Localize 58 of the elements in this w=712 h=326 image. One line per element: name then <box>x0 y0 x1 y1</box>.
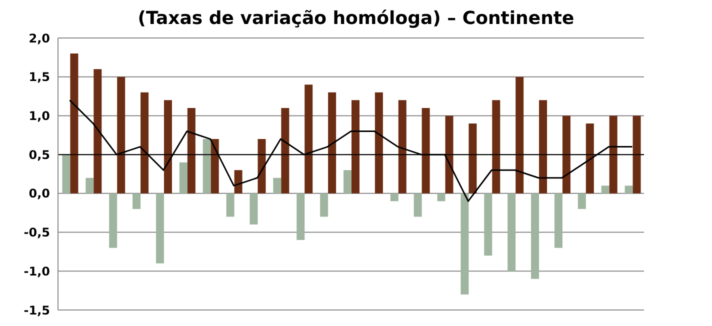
bar <box>70 54 78 194</box>
bar <box>132 193 141 209</box>
bar <box>554 193 562 248</box>
chart-title: (Taxas de variação homóloga) – Continente <box>136 8 576 31</box>
bar <box>273 178 282 194</box>
bar <box>398 100 406 194</box>
bar <box>202 139 211 194</box>
bar <box>258 139 266 194</box>
bar <box>250 193 258 225</box>
bar <box>531 193 540 279</box>
bar <box>86 178 94 194</box>
bar <box>414 193 422 217</box>
bar <box>328 92 336 194</box>
bar <box>117 76 126 194</box>
bar <box>94 69 102 194</box>
bar <box>484 193 492 256</box>
bar <box>179 162 188 194</box>
bar <box>187 108 196 194</box>
bar <box>164 100 172 194</box>
bar <box>156 193 164 264</box>
bar <box>578 193 586 209</box>
y-tick-label: -1,0 <box>24 264 50 278</box>
bar <box>352 100 360 194</box>
y-tick-label: 1,0 <box>28 108 50 123</box>
bar <box>437 193 446 202</box>
bar <box>62 154 70 194</box>
bar <box>422 108 430 194</box>
bar <box>226 193 234 217</box>
bar <box>304 84 313 194</box>
bar <box>320 193 328 217</box>
bar <box>109 193 118 248</box>
bar <box>140 92 149 194</box>
y-tick-label: 1,5 <box>28 70 50 84</box>
bar <box>296 193 305 240</box>
bar <box>374 92 383 194</box>
bar <box>281 108 290 194</box>
bar <box>586 123 594 194</box>
bar <box>624 186 633 194</box>
bar <box>210 139 219 194</box>
bar <box>344 170 352 194</box>
bar <box>445 116 454 194</box>
y-tick-label: -0,5 <box>24 226 50 240</box>
y-tick-label: 0,0 <box>28 186 50 201</box>
bar <box>632 116 641 194</box>
bar <box>460 193 469 294</box>
y-tick-label: 0,5 <box>28 148 50 162</box>
bar <box>601 186 610 194</box>
bar <box>562 116 570 194</box>
bar <box>468 123 477 194</box>
y-tick-label: 2,0 <box>28 31 50 46</box>
bar <box>609 116 618 194</box>
bar <box>508 193 516 272</box>
bar <box>516 76 524 194</box>
bar <box>234 170 242 194</box>
y-tick-label: -1,5 <box>24 303 50 318</box>
bar <box>390 193 398 202</box>
bar <box>539 100 548 194</box>
bar <box>492 100 500 194</box>
